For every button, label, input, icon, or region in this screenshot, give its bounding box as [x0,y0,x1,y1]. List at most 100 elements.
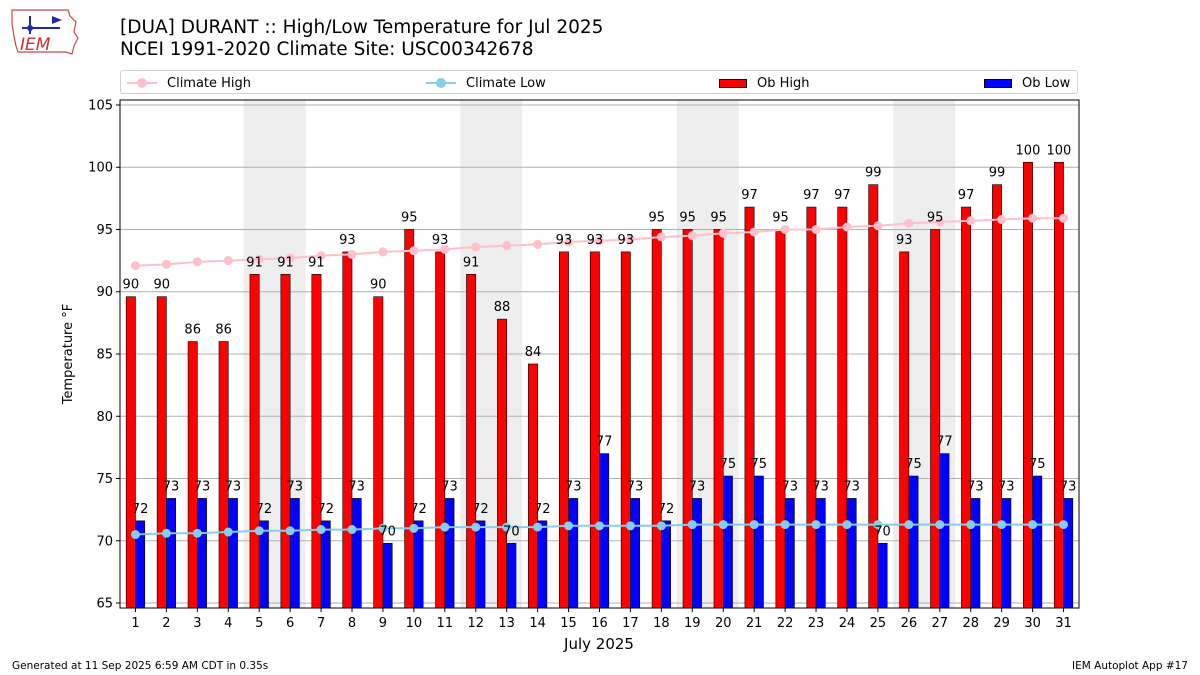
climate-low-point [316,525,326,535]
ob-low-bar [784,498,795,609]
iem-logo: IEM [11,9,79,55]
ob-high-value-label: 93 [556,233,573,248]
x-tick-label: 8 [348,616,356,631]
ob-high-bar [218,341,229,609]
ob-low-value-label: 72 [658,502,675,517]
y-tick-label: 95 [96,223,113,238]
ob-low-value-label: 75 [1029,457,1046,472]
ob-low-bar [692,498,702,609]
ob-high-value-label: 97 [834,188,851,203]
ob-low-bar [382,542,393,609]
ob-low-bar [351,498,362,609]
climate-high-point [564,237,574,247]
ob-high-value-label: 93 [896,233,913,248]
ob-high-bar [280,274,291,609]
climate-high-point [935,217,945,227]
climate-high-point [502,241,512,251]
ob-low-value-label: 73 [689,479,706,494]
climate-low-point [873,520,883,530]
climate-high-point [780,224,790,234]
ob-low-bar [227,498,238,609]
climate-high-point [1028,213,1038,223]
ob-high-value-label: 99 [989,166,1006,181]
x-tick-label: 21 [746,616,763,631]
ob-low-value-label: 73 [163,479,180,494]
ob-low-bar [197,498,207,609]
climate-low-point [1028,520,1038,530]
climate-high-point [254,254,264,264]
chart-subtitle: NCEI 1991-2020 Climate Site: USC00342678 [120,39,534,60]
climate-high-point [130,261,140,271]
ob-low-bar [568,498,579,609]
ob-high-value-label: 97 [741,188,758,203]
ob-high-bar [1023,161,1033,609]
ob-high-bar [620,251,631,609]
ob-high-bar [713,229,724,609]
ob-high-value-label: 84 [525,345,542,360]
ob-low-bar [877,542,888,609]
chart-title: [DUA] DURANT :: High/Low Temperature for… [120,17,604,38]
ob-high-value-label: 93 [587,233,604,248]
climate-low-point [780,520,790,530]
ob-high-value-label: 90 [370,278,387,293]
ob-high-bar [1053,161,1064,609]
climate-low-point [625,521,635,531]
ob-low-value-label: 70 [503,524,520,539]
y-tick-label: 100 [88,161,113,176]
climate-low-point [223,527,233,537]
y-axis-ticks: 65 70 75 80 85 90 95 100 105 [88,98,120,612]
climate-low-point [595,521,604,531]
x-tick-label: 22 [777,616,794,631]
ob-high-value-label: 100 [1016,143,1041,158]
bar-value-labels: 90 72 90 73 86 73 86 73 91 72 91 73 91 72 93 73 90 70 95 72… [123,143,1077,539]
climate-high-line-icon [127,78,157,88]
ob-high-bar [373,296,384,609]
climate-high-point [161,259,171,269]
y-tick-label: 105 [88,98,113,113]
ob-high-value-label: 97 [958,188,975,203]
ob-high-bar [992,184,1002,609]
logo-text: IEM [20,35,51,55]
y-tick-label: 80 [96,410,113,425]
x-tick-label: 9 [379,616,387,631]
x-tick-label: 10 [406,616,423,631]
ob-low-bar [166,498,176,609]
climate-low-point [502,522,512,532]
x-tick-label: 14 [529,616,546,631]
y-tick-label: 65 [96,597,113,612]
ob-high-bar [806,206,817,609]
ob-low-value-label: 73 [812,479,829,494]
climate-low-point [130,530,140,540]
y-tick-label: 70 [96,534,113,549]
x-tick-label: 31 [1055,616,1072,631]
climate-high-point [192,257,202,267]
legend-item-climate-high: Climate High [127,73,251,93]
ob-low-bar [537,520,548,609]
ob-high-patch-icon [719,78,747,88]
climate-low-point [254,526,264,536]
ob-high-bar [466,274,477,609]
climate-high-point [842,222,852,232]
ob-low-bar [1001,498,1012,609]
climate-low-point [656,521,666,531]
ob-low-value-label: 73 [1060,479,1077,494]
ob-high-bar [528,363,538,609]
ob-low-bar [289,498,300,609]
ob-high-value-label: 95 [710,210,727,225]
climate-high-point [471,242,481,252]
climate-low-point [471,522,481,532]
climate-low-point [811,520,821,530]
y-tick-label: 75 [96,472,113,487]
ob-high-value-label: 91 [308,255,325,270]
climate-low-point [997,520,1007,530]
ob-low-bar [970,498,981,609]
ob-high-value-label: 91 [463,255,480,270]
climate-high-point [595,236,604,246]
ob-low-value-label: 72 [256,502,273,517]
legend-label-climate-high: Climate High [167,75,252,91]
x-tick-label: 16 [591,616,608,631]
legend-item-ob-low: Ob Low [984,73,1070,93]
ob-low-value-label: 75 [905,457,922,472]
climate-low-point [285,526,295,536]
